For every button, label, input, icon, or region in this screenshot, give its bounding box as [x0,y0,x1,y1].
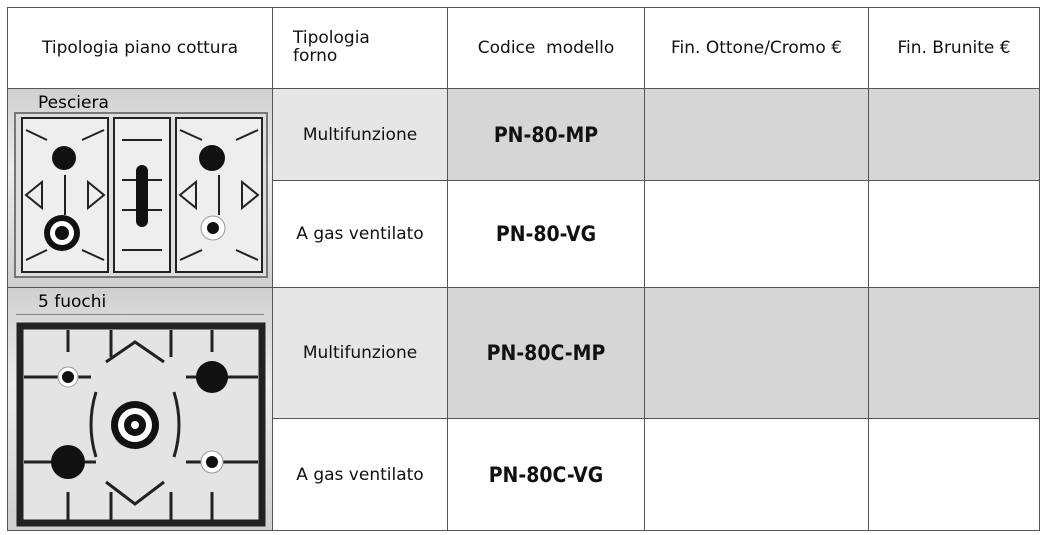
header-cell: Tipologia piano cottura [7,7,273,89]
header-cell: Tipologia forno [272,7,448,89]
price-cell [868,180,1040,288]
cooktop-pesciera [14,112,268,278]
code-cell: PN-80C-VG [447,418,645,531]
oven-cell: Multifunzione [272,287,448,419]
header-cell: Fin. Brunite € [868,7,1040,89]
price-cell [868,418,1040,531]
oven-cell: A gas ventilato [272,180,448,288]
group-label: 5 fuochi [16,292,264,315]
header-cell: Codice modello [447,7,645,89]
code-cell: PN-80-MP [447,88,645,181]
price-cell [644,287,869,419]
price-cell [644,88,869,181]
price-cell [644,180,869,288]
cooktop-5-fuochi [16,322,266,527]
price-cell [868,88,1040,181]
code-cell: PN-80-VG [447,180,645,288]
oven-cell: A gas ventilato [272,418,448,531]
price-cell [644,418,869,531]
header-text: Tipologia forno [293,28,370,66]
code-cell: PN-80C-MP [447,287,645,419]
oven-cell: Multifunzione [272,88,448,181]
header-cell: Fin. Ottone/Cromo € [644,7,869,89]
price-cell [868,287,1040,419]
